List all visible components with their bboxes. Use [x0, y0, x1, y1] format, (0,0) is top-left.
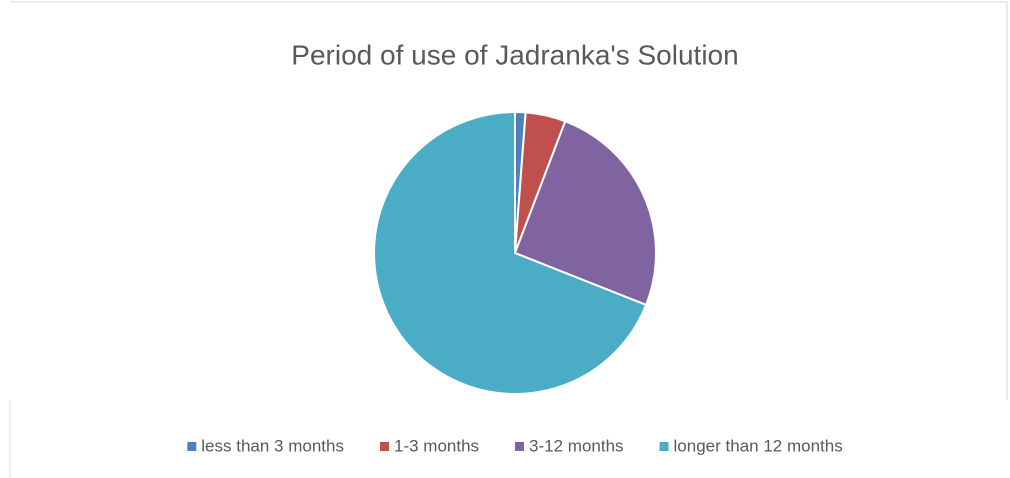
legend-swatch — [659, 442, 669, 451]
legend-label: 1-3 months — [394, 436, 479, 455]
legend-swatch — [187, 442, 197, 451]
chart-title: Period of use of Jadranka's Solution — [291, 39, 738, 70]
legend-label: longer than 12 months — [674, 436, 843, 455]
legend-swatch — [515, 442, 525, 451]
legend-swatch — [379, 442, 389, 451]
legend-label: less than 3 months — [201, 436, 344, 455]
legend-label: 3-12 months — [529, 436, 624, 455]
pie-slice — [513, 119, 657, 307]
pie-slice — [373, 110, 648, 395]
